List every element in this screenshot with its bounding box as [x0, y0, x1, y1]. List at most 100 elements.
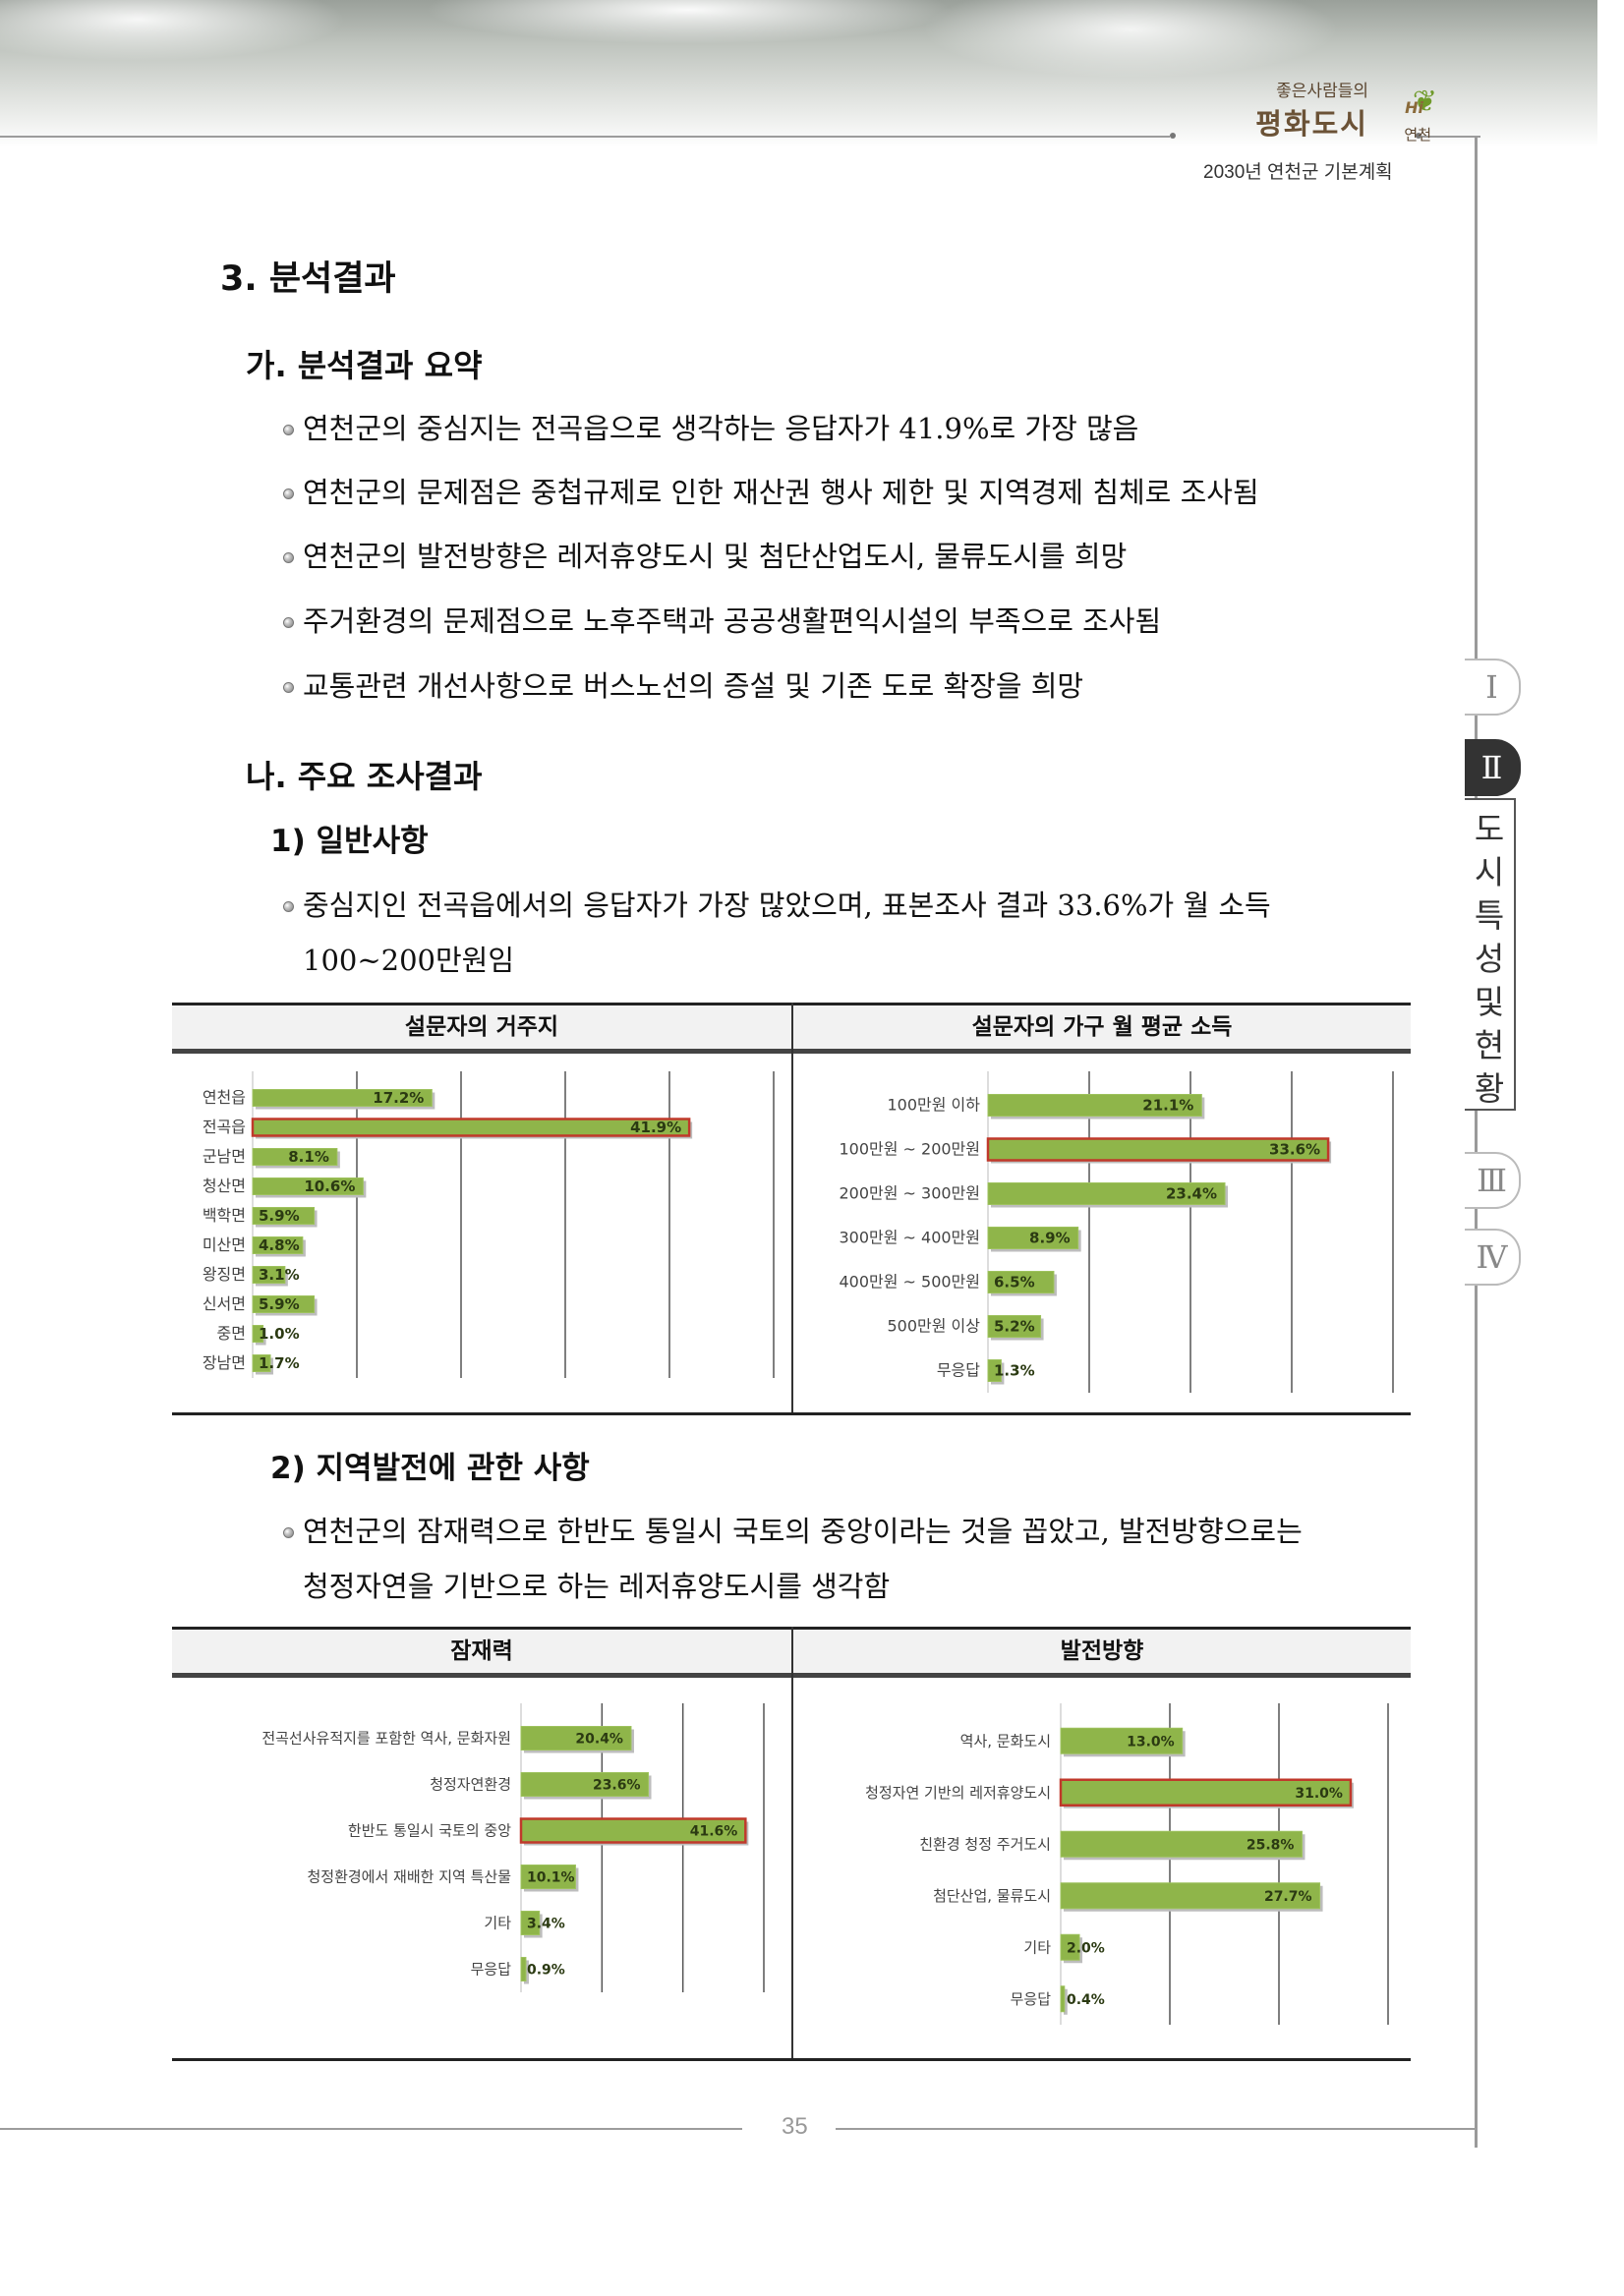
income-category-label-6: 500만원 이상: [887, 1317, 980, 1336]
income-value-label-6: 5.2%: [994, 1318, 1035, 1336]
direction-value-label-5: 2.0%: [1067, 1940, 1105, 1956]
logo-top-text: 좋은사람들의: [1276, 82, 1368, 101]
side-label-char-3: 특: [1474, 896, 1505, 935]
potential-category-label-1: 전곡선사유적지를 포함한 역사, 문화자원: [261, 1730, 511, 1748]
potential-value-label-4: 10.1%: [527, 1870, 575, 1886]
residence-value-label-6: 4.8%: [259, 1236, 300, 1254]
residence-bar-2: [251, 1118, 691, 1137]
table-general-head-right: 설문자의 가구 월 평균 소득: [971, 1014, 1233, 1040]
chart-residence: 연천읍 17.2% 전곡읍 41.9% 군남면 8.1% 청산면 10.6% 백학면 5.9% 미산…: [172, 1054, 791, 1409]
potential-bar-1: [520, 1726, 632, 1751]
direction-category-label-5: 기타: [1023, 1938, 1051, 1956]
income-category-label-4: 300만원 ~ 400만원: [839, 1229, 980, 1247]
income-bar-5: [987, 1271, 1055, 1293]
chart-potential: 전곡선사유적지를 포함한 역사, 문화자원 20.4% 청정자연환경 23.6% 한반도…: [172, 1678, 791, 2055]
income-bar-3: [987, 1182, 1226, 1205]
residence-bar-9: [252, 1325, 264, 1343]
residence-category-label-2: 전곡읍: [203, 1118, 246, 1136]
item-2-bullet-line-2: 청정자연을 기반으로 하는 레저휴양도시를 생각함: [303, 1570, 891, 1603]
residence-category-label-1: 연천읍: [203, 1088, 246, 1107]
potential-bar-shadow-6: [524, 1960, 529, 1984]
residence-bar-6: [252, 1236, 304, 1254]
direction-bar-3: [1060, 1830, 1303, 1858]
potential-bar-6: [520, 1957, 527, 1981]
residence-category-label-7: 왕징면: [203, 1265, 246, 1284]
side-label-char-6: 현: [1474, 1026, 1505, 1064]
footer-rule-left: [0, 2128, 742, 2130]
header-rule: [0, 136, 1170, 138]
potential-category-label-5: 기타: [484, 1915, 511, 1932]
table-general-bottom-rule: [172, 1412, 1411, 1415]
direction-category-label-6: 무응답: [1011, 1990, 1052, 2008]
income-bar-7: [987, 1359, 1002, 1382]
income-bar-4: [987, 1227, 1079, 1249]
summary-bullet-5: 교통관련 개선사항으로 버스노선의 증설 및 기존 도로 확장을 희망: [282, 659, 1083, 714]
residence-value-label-8: 5.9%: [259, 1295, 300, 1313]
item-1-bullet-line-2: 100~200만원임: [303, 944, 515, 977]
summary-bullet-4: 주거환경의 문제점으로 노후주택과 공공생활편익시설의 부족으로 조사됨: [282, 594, 1161, 649]
page-number: 35: [782, 2113, 808, 2140]
item-2-bullet: 연천군의 잠재력으로 한반도 통일시 국토의 중앙이라는 것을 꼽았고, 발전방…: [283, 1504, 1303, 1614]
chapter-tab-4[interactable]: Ⅳ: [1465, 1229, 1521, 1286]
summary-bullet-3: 연천군의 발전방향은 레저휴양도시 및 첨단산업도시, 물류도시를 희망: [282, 529, 1127, 584]
direction-bar-6: [1060, 1985, 1066, 2013]
table-development-bottom-rule: [172, 2058, 1411, 2061]
chapter-tab-2[interactable]: Ⅱ: [1465, 739, 1521, 796]
item-1-bullet-line-1: 중심지인 전곡읍에서의 응답자가 가장 많았으며, 표본조사 결과 33.6%가…: [303, 889, 1271, 922]
residence-bar-8: [252, 1295, 316, 1313]
table-general: 설문자의 거주지 설문자의 가구 월 평균 소득 연천읍 17.2% 전곡읍 41.9…: [172, 1003, 1411, 1415]
potential-bar-2: [520, 1772, 650, 1797]
potential-bar-4: [520, 1865, 576, 1889]
income-category-label-5: 400만원 ~ 500만원: [839, 1273, 980, 1292]
direction-category-label-1: 역사, 문화도시: [960, 1732, 1051, 1750]
residence-value-label-9: 1.0%: [259, 1325, 300, 1343]
potential-category-label-6: 무응답: [471, 1961, 512, 1979]
direction-value-label-6: 0.4%: [1067, 1992, 1105, 2008]
potential-bar-3: [519, 1817, 747, 1844]
income-category-label-2: 100만원 ~ 200만원: [839, 1140, 980, 1159]
item-2-bullet-line-1: 연천군의 잠재력으로 한반도 통일시 국토의 중앙이라는 것을 꼽았고, 발전방…: [303, 1515, 1303, 1548]
section-title: 3. 분석결과: [220, 259, 396, 299]
residence-value-label-4: 10.6%: [304, 1177, 355, 1195]
table-development: 잠재력 발전방향 전곡선사유적지를 포함한 역사, 문화자원 20.4% 청정자연환…: [172, 1627, 1411, 2061]
direction-category-label-3: 친환경 청정 주거도시: [919, 1835, 1051, 1853]
residence-category-label-9: 중면: [217, 1324, 246, 1343]
income-value-label-4: 8.9%: [1029, 1230, 1071, 1247]
subsection-a-title: 가. 분석결과 요약: [246, 347, 483, 384]
chapter-tab-1[interactable]: Ⅰ: [1465, 659, 1521, 716]
logo-main-text: 평화도시: [1255, 107, 1368, 141]
residence-category-label-10: 장남면: [203, 1353, 246, 1372]
header-rule-dot-right: [1416, 133, 1421, 139]
potential-bar-5: [520, 1911, 541, 1935]
potential-value-label-2: 23.6%: [593, 1778, 641, 1794]
summary-bullet-1: 연천군의 중심지는 전곡읍으로 생각하는 응답자가 41.9%로 가장 많음: [282, 401, 1138, 456]
direction-bar-5: [1060, 1933, 1080, 1961]
residence-bar-5: [252, 1207, 316, 1225]
income-value-label-1: 21.1%: [1142, 1097, 1193, 1115]
direction-value-label-4: 27.7%: [1264, 1889, 1312, 1905]
residence-value-label-2: 41.9%: [630, 1119, 681, 1136]
item-2-title: 2) 지역발전에 관한 사항: [270, 1451, 590, 1486]
table-development-head-left: 잠재력: [450, 1638, 513, 1664]
residence-category-label-4: 청산면: [203, 1177, 246, 1195]
header-sky-banner: [0, 0, 1597, 147]
potential-category-label-3: 한반도 통일시 국토의 중앙: [348, 1822, 511, 1840]
potential-category-label-2: 청정자연환경: [430, 1776, 511, 1794]
direction-category-label-2: 청정자연 기반의 레저휴양도시: [865, 1784, 1051, 1802]
potential-value-label-1: 20.4%: [575, 1732, 623, 1748]
document-subtitle: 2030년 연천군 기본계획: [1203, 162, 1393, 183]
header-rule-right: [1421, 136, 1480, 138]
chapter-tab-3[interactable]: Ⅲ: [1465, 1152, 1521, 1209]
income-category-label-3: 200만원 ~ 300만원: [839, 1184, 980, 1203]
header-rule-dot-left: [1170, 133, 1176, 139]
logo-hi-text: Hi: [1405, 98, 1423, 117]
residence-category-label-8: 신서면: [203, 1294, 246, 1313]
residence-value-label-7: 3.1%: [259, 1266, 300, 1284]
bird-icon: ❦: [1412, 85, 1437, 119]
direction-value-label-3: 25.8%: [1247, 1837, 1295, 1853]
residence-value-label-10: 1.7%: [259, 1354, 300, 1372]
direction-value-label-1: 13.0%: [1127, 1734, 1175, 1750]
item-1-bullet: 중심지인 전곡읍에서의 응답자가 가장 많았으며, 표본조사 결과 33.6%가…: [283, 878, 1271, 988]
table-general-divider: [791, 1003, 793, 1415]
direction-category-label-4: 첨단산업, 물류도시: [933, 1887, 1051, 1905]
